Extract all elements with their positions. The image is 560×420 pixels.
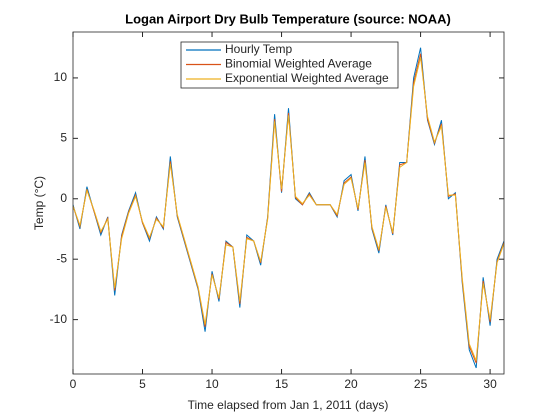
legend-label: Exponential Weighted Average	[225, 71, 389, 85]
y-tick-label: 5	[60, 131, 67, 145]
x-tick-label: 0	[70, 377, 77, 391]
x-tick-label: 25	[414, 377, 428, 391]
x-tick-label: 15	[275, 377, 289, 391]
y-tick-label: -5	[56, 251, 67, 265]
chart-title: Logan Airport Dry Bulb Temperature (sour…	[125, 11, 451, 26]
x-tick-label: 20	[344, 377, 358, 391]
y-tick-label: -10	[50, 312, 68, 326]
x-tick-label: 10	[205, 377, 219, 391]
y-axis-label: Temp (°C)	[32, 176, 46, 230]
x-tick-label: 30	[483, 377, 497, 391]
plot-lines	[73, 47, 504, 369]
x-axis-label: Time elapsed from Jan 1, 2011 (days)	[188, 398, 389, 412]
legend-label: Binomial Weighted Average	[225, 57, 372, 71]
series-line	[73, 57, 504, 361]
y-tick-label: 0	[60, 191, 67, 205]
axes-box	[72, 31, 505, 375]
y-tick-label: 10	[54, 70, 68, 84]
x-tick-label: 5	[139, 377, 146, 391]
legend-label: Hourly Temp	[225, 42, 292, 56]
